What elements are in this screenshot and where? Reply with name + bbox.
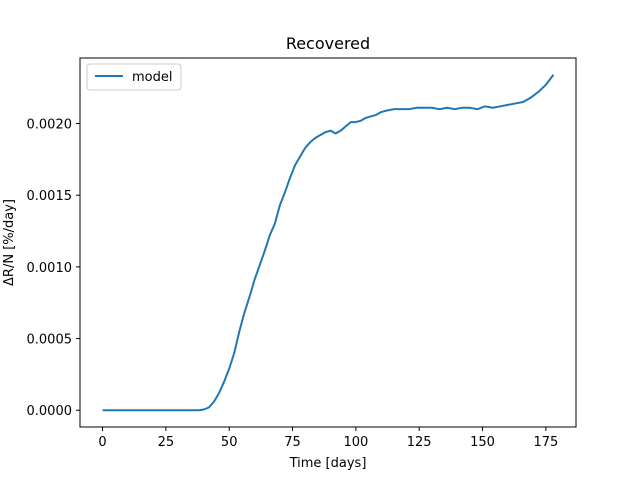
y-axis-ticks: 0.0000 0.0005 0.0010 0.0015 0.0020 xyxy=(27,118,80,419)
x-tick-label: 0 xyxy=(98,435,106,450)
y-axis-label: ΔR/N [%/day] xyxy=(2,199,17,286)
x-axis-label: Time [days] xyxy=(289,456,367,471)
axes-frame xyxy=(79,57,577,428)
axes-layer xyxy=(79,57,577,428)
legend: model xyxy=(86,63,182,91)
x-tick-label: 50 xyxy=(221,435,238,450)
series-line-model xyxy=(102,74,555,412)
x-tick-label: 175 xyxy=(533,435,558,450)
y-tick-label: 0.0000 xyxy=(27,404,73,419)
y-tick-label: 0.0015 xyxy=(27,189,73,204)
y-tick-label: 0.0005 xyxy=(27,333,73,348)
x-tick-label: 25 xyxy=(158,435,175,450)
y-tick-label: 0.0020 xyxy=(27,118,73,133)
x-tick-label: 125 xyxy=(407,435,432,450)
x-tick-label: 100 xyxy=(343,435,368,450)
series-layer xyxy=(102,74,555,412)
y-tick-label: 0.0010 xyxy=(27,261,73,276)
x-tick-label: 75 xyxy=(284,435,301,450)
plot-area xyxy=(80,58,576,427)
chart-title: Recovered xyxy=(286,34,370,53)
x-tick-label: 150 xyxy=(470,435,495,450)
legend-box xyxy=(86,63,182,91)
x-axis-ticks: 0 25 50 75 100 125 150 175 xyxy=(98,427,558,450)
legend-entry-model: model xyxy=(132,70,172,85)
